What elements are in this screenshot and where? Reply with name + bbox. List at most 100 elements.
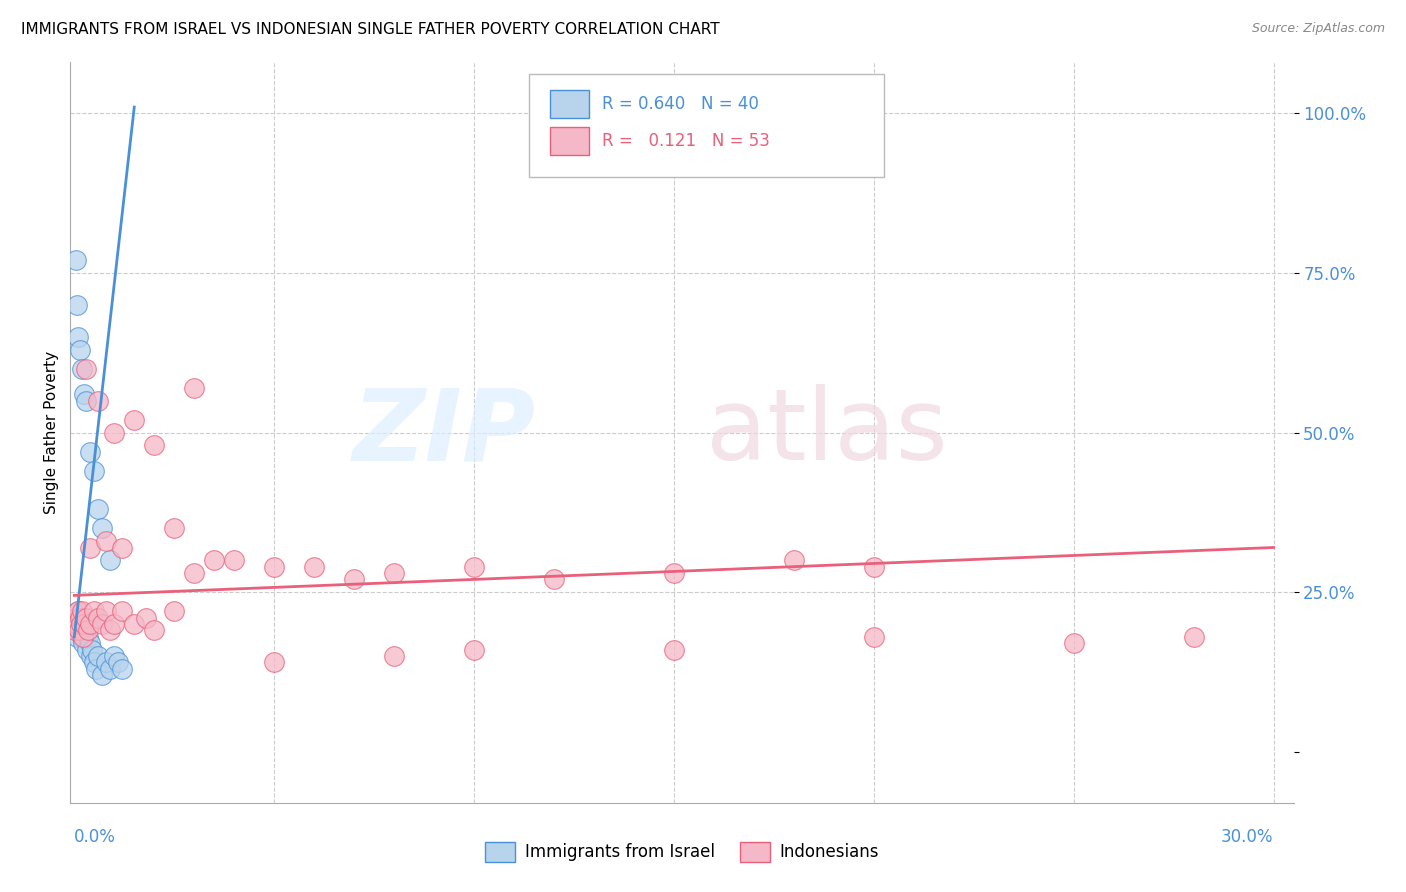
Point <box>183 566 205 580</box>
Point <box>111 541 134 555</box>
Point <box>1063 636 1085 650</box>
Point <box>111 662 134 676</box>
Point <box>183 381 205 395</box>
Point <box>69 343 91 357</box>
Text: R = 0.640   N = 40: R = 0.640 N = 40 <box>602 95 759 113</box>
Point <box>91 617 114 632</box>
Point <box>79 444 101 458</box>
Point <box>79 617 101 632</box>
Text: 0.0%: 0.0% <box>75 829 117 847</box>
Point <box>143 624 166 638</box>
Point <box>111 604 134 618</box>
Point <box>70 617 93 632</box>
Point <box>83 464 105 478</box>
Text: ZIP: ZIP <box>352 384 536 481</box>
Bar <box>550 90 589 118</box>
Point <box>103 425 125 440</box>
Point <box>783 553 806 567</box>
Point <box>67 330 90 344</box>
Point <box>72 630 94 644</box>
Point <box>76 642 98 657</box>
Point <box>103 648 125 663</box>
Point <box>83 604 105 618</box>
Point <box>66 617 89 632</box>
Point <box>72 636 94 650</box>
Point <box>67 604 90 618</box>
Point <box>143 438 166 452</box>
Point <box>224 553 246 567</box>
Point <box>80 648 103 663</box>
Point <box>122 617 145 632</box>
Point <box>135 611 157 625</box>
Point <box>69 624 91 638</box>
Text: Source: ZipAtlas.com: Source: ZipAtlas.com <box>1251 22 1385 36</box>
Point <box>122 413 145 427</box>
Point <box>163 521 186 535</box>
Text: atlas: atlas <box>706 384 948 481</box>
Point <box>662 566 685 580</box>
Point <box>98 624 121 638</box>
Point <box>302 559 325 574</box>
Point <box>65 253 87 268</box>
Point <box>463 559 485 574</box>
Point <box>67 624 90 638</box>
FancyBboxPatch shape <box>529 73 884 178</box>
Point <box>543 573 565 587</box>
Point <box>83 656 105 670</box>
Point <box>87 648 110 663</box>
Text: 30.0%: 30.0% <box>1220 829 1274 847</box>
Point <box>662 642 685 657</box>
Point <box>91 521 114 535</box>
Point <box>73 387 96 401</box>
Legend: Immigrants from Israel, Indonesians: Immigrants from Israel, Indonesians <box>478 835 886 869</box>
Point <box>79 541 101 555</box>
Point <box>79 636 101 650</box>
Point <box>72 604 94 618</box>
Point <box>65 624 87 638</box>
Point <box>77 624 100 638</box>
Point <box>463 642 485 657</box>
Point <box>73 617 96 632</box>
Point <box>75 393 97 408</box>
Point <box>862 559 884 574</box>
Bar <box>550 127 589 155</box>
Point <box>91 668 114 682</box>
Point <box>87 611 110 625</box>
Point <box>96 656 118 670</box>
Point <box>103 617 125 632</box>
Point <box>75 617 97 632</box>
Point <box>75 611 97 625</box>
Point <box>862 630 884 644</box>
Text: R =   0.121   N = 53: R = 0.121 N = 53 <box>602 132 770 150</box>
Point <box>98 553 121 567</box>
Point <box>263 559 285 574</box>
Point <box>69 611 91 625</box>
Point <box>77 630 100 644</box>
Point <box>343 573 366 587</box>
Point <box>382 566 405 580</box>
Point <box>67 617 90 632</box>
Point <box>96 534 118 549</box>
Point <box>65 611 87 625</box>
Point <box>382 648 405 663</box>
Point <box>66 617 89 632</box>
Point <box>65 624 87 638</box>
Point <box>67 604 90 618</box>
Point <box>70 617 93 632</box>
Point <box>72 630 94 644</box>
Point <box>107 656 129 670</box>
Point <box>87 502 110 516</box>
Point <box>69 611 91 625</box>
Point <box>84 662 107 676</box>
Point <box>72 361 94 376</box>
Point <box>63 617 86 632</box>
Point <box>96 604 118 618</box>
Point <box>1182 630 1205 644</box>
Point <box>163 604 186 618</box>
Point <box>202 553 225 567</box>
Point <box>87 393 110 408</box>
Text: IMMIGRANTS FROM ISRAEL VS INDONESIAN SINGLE FATHER POVERTY CORRELATION CHART: IMMIGRANTS FROM ISRAEL VS INDONESIAN SIN… <box>21 22 720 37</box>
Point <box>66 298 89 312</box>
Point <box>65 611 87 625</box>
Point <box>82 642 104 657</box>
